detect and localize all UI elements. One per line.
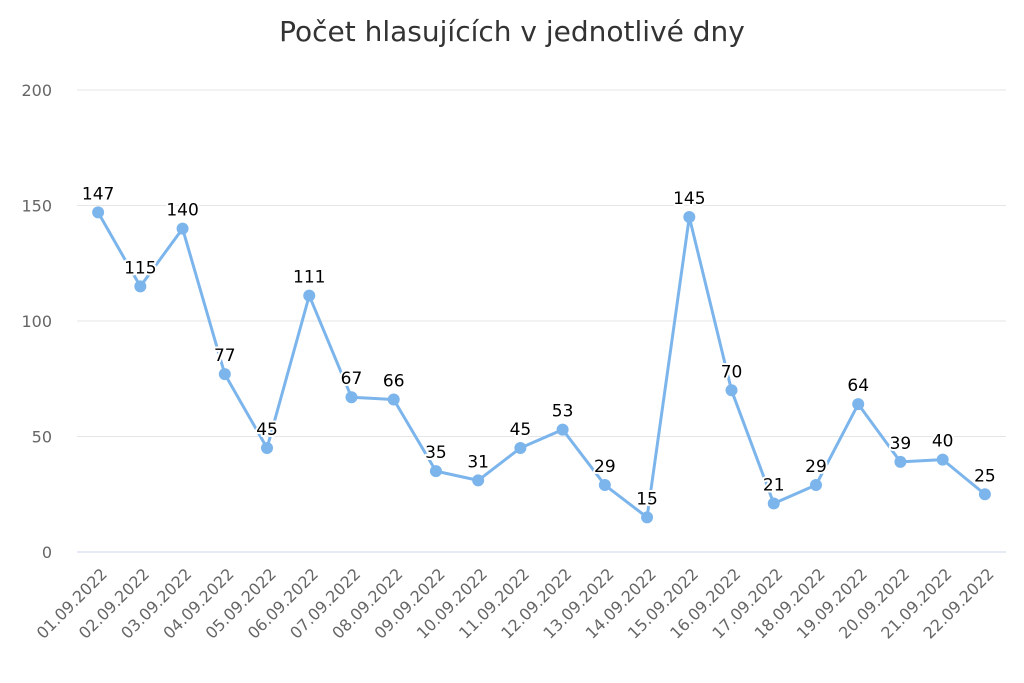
data-point[interactable] xyxy=(303,289,316,302)
data-label: 39 xyxy=(890,434,912,454)
data-label: 45 xyxy=(256,420,278,440)
data-point[interactable] xyxy=(92,206,105,219)
data-label: 40 xyxy=(932,432,954,452)
data-label: 25 xyxy=(974,466,996,486)
data-label: 29 xyxy=(805,457,827,477)
data-point[interactable] xyxy=(683,211,696,224)
data-point[interactable] xyxy=(176,222,189,235)
data-label: 21 xyxy=(763,475,785,495)
data-point[interactable] xyxy=(514,442,527,455)
data-point[interactable] xyxy=(472,474,485,487)
data-point[interactable] xyxy=(261,442,274,455)
data-label: 67 xyxy=(341,369,363,389)
data-point[interactable] xyxy=(852,398,865,411)
data-point[interactable] xyxy=(936,453,949,466)
data-label: 45 xyxy=(510,420,532,440)
data-point[interactable] xyxy=(598,479,611,492)
data-point[interactable] xyxy=(218,368,231,381)
data-point[interactable] xyxy=(894,455,907,468)
data-point[interactable] xyxy=(641,511,654,524)
data-label: 35 xyxy=(425,443,447,463)
y-axis-ticks: 0 50 100 150 200 xyxy=(21,81,52,562)
data-label: 147 xyxy=(82,184,114,204)
data-label: 115 xyxy=(124,258,156,278)
y-tick-label: 200 xyxy=(21,81,52,100)
series-line xyxy=(96,210,987,519)
data-label: 70 xyxy=(721,362,743,382)
data-label: 111 xyxy=(293,268,325,288)
data-label: 29 xyxy=(594,457,616,477)
data-labels: 147 115 140 77 45 111 67 66 35 31 45 53 29 15 145 70 21 2… xyxy=(80,182,998,511)
y-tick-label: 0 xyxy=(42,543,52,562)
y-tick-label: 50 xyxy=(32,428,52,447)
data-label: 66 xyxy=(383,372,405,392)
data-point[interactable] xyxy=(556,423,569,436)
y-tick-label: 150 xyxy=(21,197,52,216)
data-label: 31 xyxy=(467,452,489,472)
data-label: 77 xyxy=(214,346,236,366)
data-point[interactable] xyxy=(767,497,780,510)
data-label: 15 xyxy=(636,489,658,509)
data-label: 145 xyxy=(673,189,705,209)
data-point[interactable] xyxy=(809,479,822,492)
data-point[interactable] xyxy=(429,465,442,478)
x-axis-ticks: 01.09.202202.09.202203.09.202204.09.2022… xyxy=(33,564,998,642)
data-point[interactable] xyxy=(725,384,738,397)
chart-title: Počet hlasujících v jednotlivé dny xyxy=(279,15,745,48)
series-layer xyxy=(92,206,991,524)
data-point[interactable] xyxy=(134,280,147,293)
data-label: 140 xyxy=(166,201,198,221)
data-point[interactable] xyxy=(345,391,358,404)
y-tick-label: 100 xyxy=(21,312,52,331)
data-point[interactable] xyxy=(978,488,991,501)
data-label: 64 xyxy=(847,376,869,396)
data-label: 53 xyxy=(552,402,574,422)
data-point[interactable] xyxy=(387,393,400,406)
gridlines xyxy=(77,89,1006,553)
